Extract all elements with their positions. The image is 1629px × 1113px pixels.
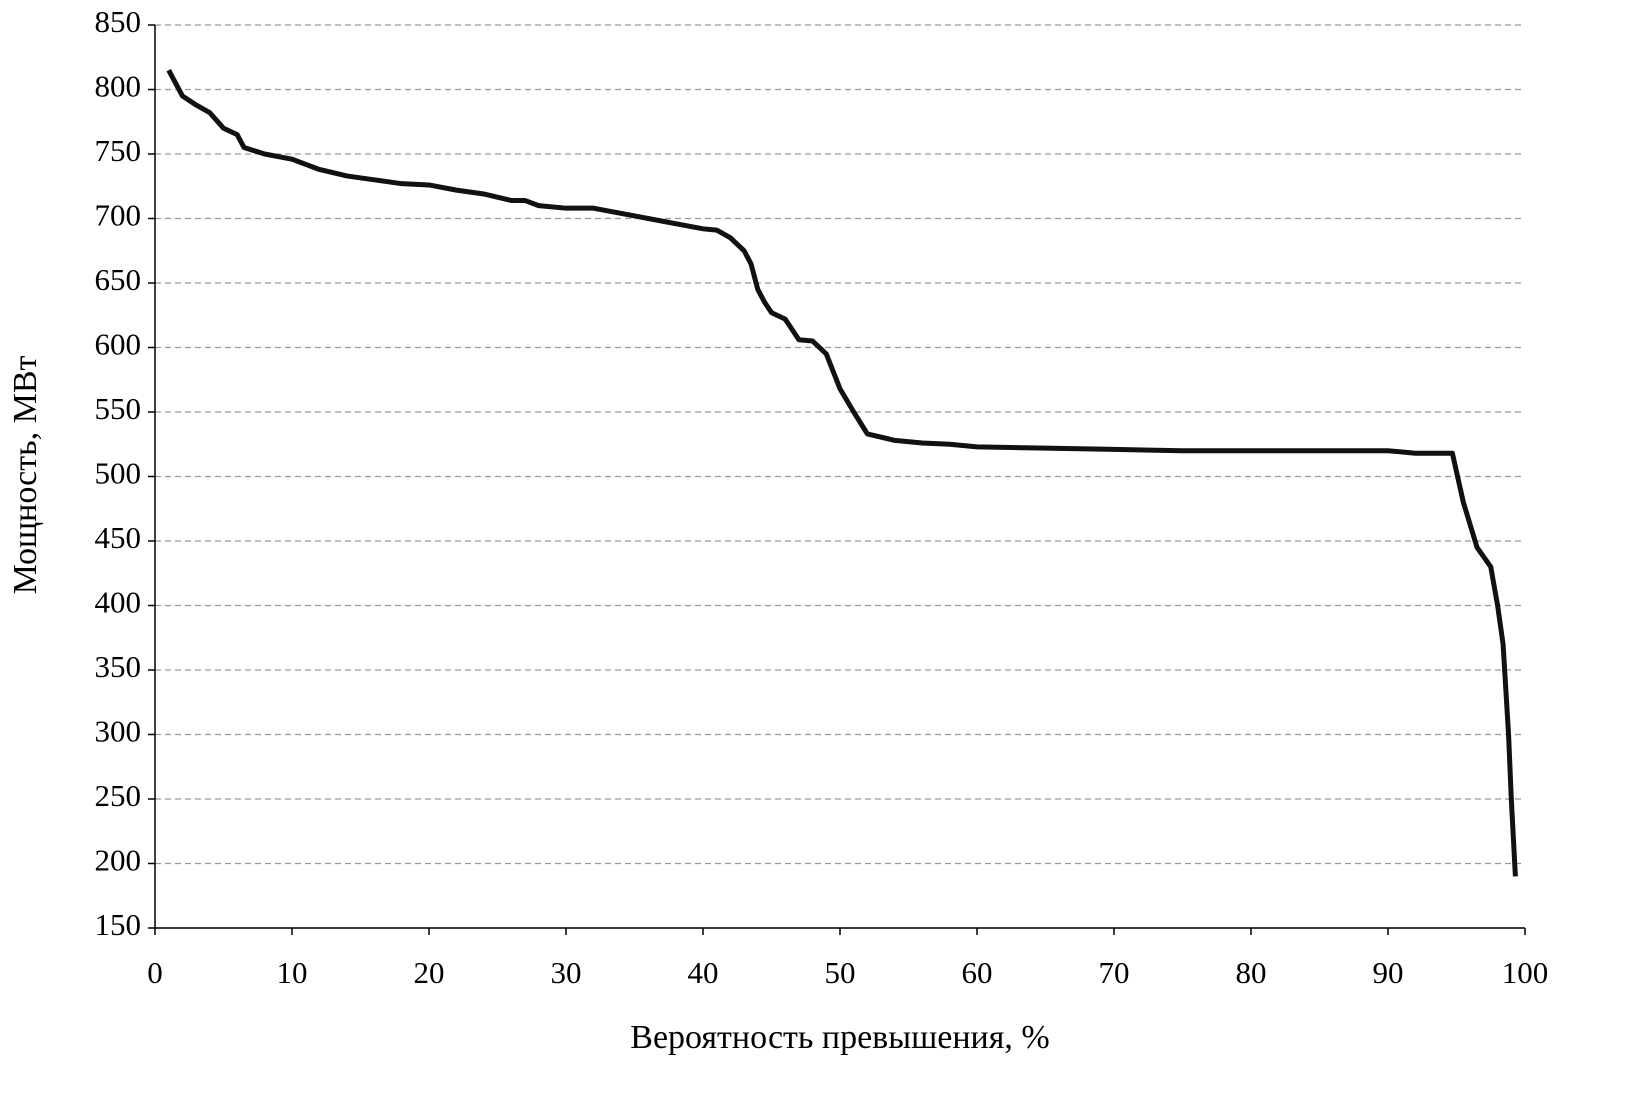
y-tick-label: 600 bbox=[95, 327, 142, 362]
y-axis-label: Мощность, МВт bbox=[7, 355, 44, 594]
y-tick-label: 700 bbox=[95, 198, 142, 233]
x-axis-label: Вероятность превышения, % bbox=[630, 1019, 1049, 1056]
y-tick-label: 650 bbox=[95, 262, 142, 297]
y-tick-label: 750 bbox=[95, 133, 142, 168]
x-tick-label: 70 bbox=[1099, 955, 1130, 990]
y-tick-label: 850 bbox=[95, 4, 142, 39]
x-tick-label: 60 bbox=[962, 955, 993, 990]
x-tick-label: 30 bbox=[551, 955, 582, 990]
y-tick-label: 400 bbox=[95, 585, 142, 620]
y-tick-label: 150 bbox=[95, 907, 142, 942]
x-tick-label: 90 bbox=[1373, 955, 1404, 990]
y-tick-label: 350 bbox=[95, 649, 142, 684]
x-tick-label: 20 bbox=[414, 955, 445, 990]
y-tick-label: 450 bbox=[95, 520, 142, 555]
y-tick-label: 500 bbox=[95, 456, 142, 491]
y-tick-label: 250 bbox=[95, 778, 142, 813]
y-tick-label: 800 bbox=[95, 69, 142, 104]
y-tick-label: 300 bbox=[95, 714, 142, 749]
x-tick-label: 0 bbox=[147, 955, 163, 990]
y-tick-label: 550 bbox=[95, 391, 142, 426]
x-tick-label: 80 bbox=[1236, 955, 1267, 990]
x-tick-label: 10 bbox=[277, 955, 308, 990]
x-tick-label: 40 bbox=[688, 955, 719, 990]
data-line bbox=[166, 68, 1518, 877]
y-tick-label: 200 bbox=[95, 843, 142, 878]
x-tick-label: 100 bbox=[1502, 955, 1549, 990]
x-tick-label: 50 bbox=[825, 955, 856, 990]
